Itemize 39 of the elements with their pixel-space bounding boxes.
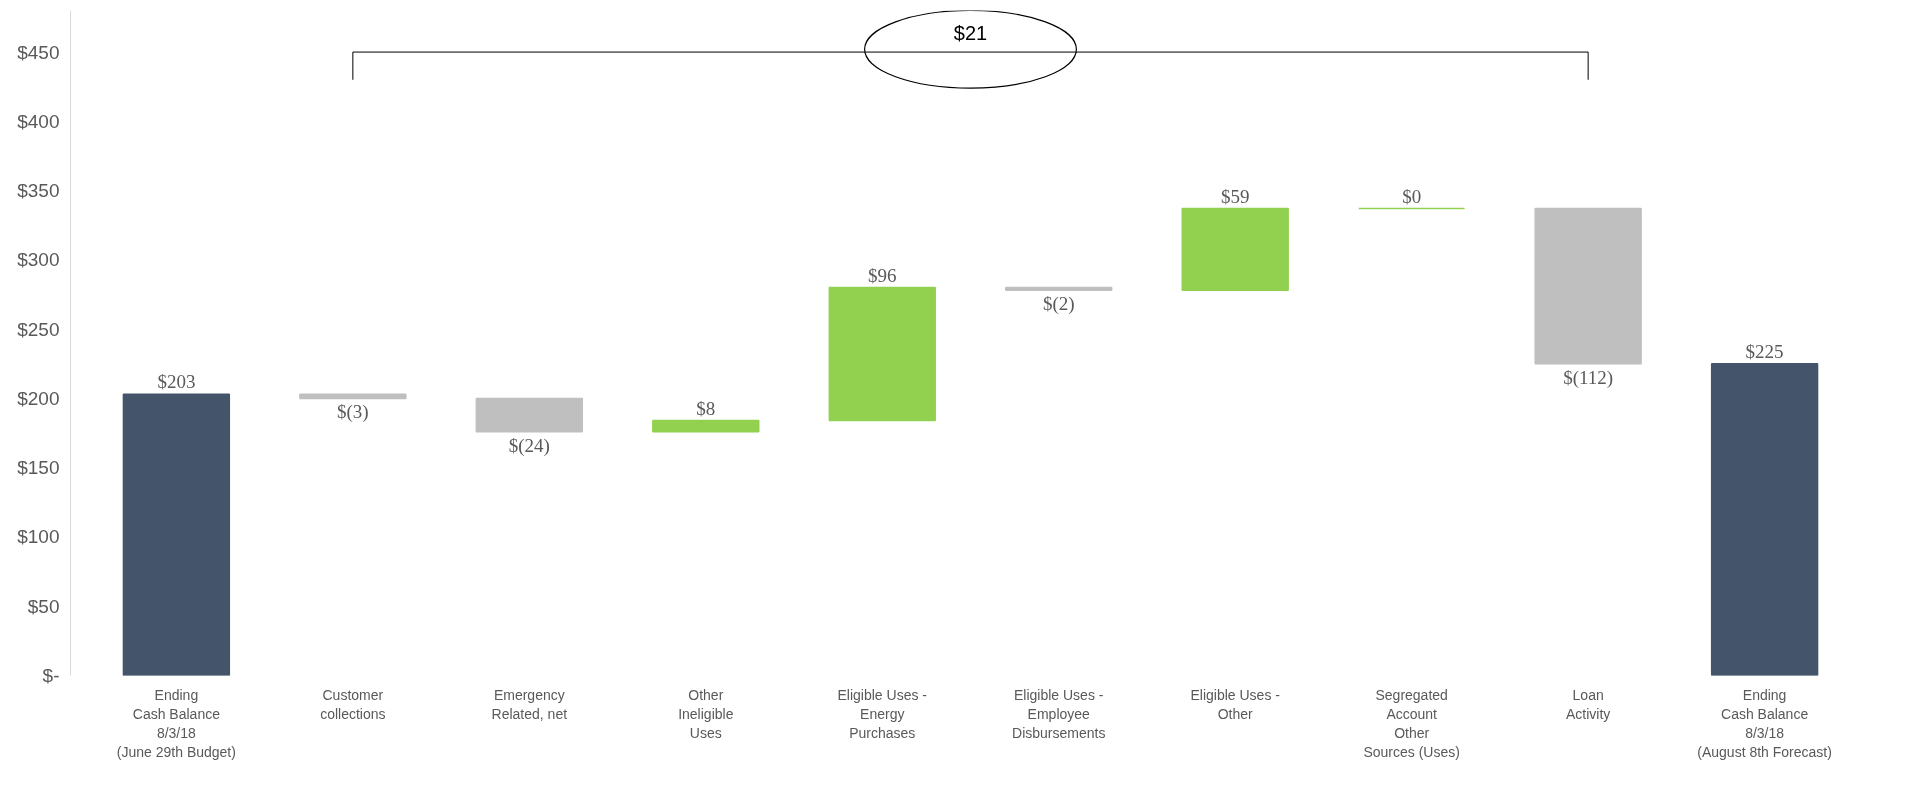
x-tick-label: Ending Cash Balance 8/3/18 (August 8th Forecast) xyxy=(1697,686,1832,761)
data-label: $8 xyxy=(696,397,716,419)
x-tick-label: Loan Activity xyxy=(1565,686,1611,722)
y-tick-label: $100 xyxy=(17,526,60,548)
x-tick-label: Other Ineligible Uses xyxy=(678,686,734,741)
y-tick-label: $250 xyxy=(17,318,60,340)
bar xyxy=(652,419,760,433)
y-tick-label: $50 xyxy=(27,595,60,617)
y-tick-label: $350 xyxy=(17,180,60,202)
data-label: $(112) xyxy=(1563,366,1614,389)
bar xyxy=(122,393,231,676)
y-tick-label: $400 xyxy=(17,110,60,132)
bar xyxy=(1710,363,1819,676)
data-label: $(3) xyxy=(337,401,369,424)
y-tick-label: $- xyxy=(42,665,60,686)
y-tick-label: $150 xyxy=(17,457,60,479)
annotation: $21 xyxy=(953,21,988,44)
x-tick-label: Eligible Uses - Energy Purchases xyxy=(837,686,928,741)
data-label: $0 xyxy=(1402,185,1422,207)
y-tick-label: $450 xyxy=(17,41,60,63)
x-tick-label: Customer collections xyxy=(320,686,386,722)
data-label: $(2) xyxy=(1042,293,1075,316)
x-tick-label: Segregated Account Other Sources (Uses) xyxy=(1363,686,1460,761)
bar xyxy=(1005,286,1113,292)
y-tick-label: $200 xyxy=(17,387,60,409)
data-label: $(24) xyxy=(508,434,550,457)
bar xyxy=(475,397,584,433)
data-label: $59 xyxy=(1220,185,1250,207)
x-tick-label: Eligible Uses - Employee Disbursements xyxy=(1012,686,1106,741)
x-tick-label: Eligible Uses - Other xyxy=(1190,686,1281,722)
bar xyxy=(1181,207,1289,292)
x-tick-label: Ending Cash Balance 8/3/18 (June 29th Budget) xyxy=(116,686,236,761)
data-label: $225 xyxy=(1745,340,1784,362)
bar xyxy=(828,286,936,422)
data-label: $203 xyxy=(157,371,196,393)
data-label: $96 xyxy=(868,264,897,286)
bar xyxy=(1534,207,1642,365)
y-tick-label: $300 xyxy=(17,249,60,271)
x-tick-label: Emergency Related, net xyxy=(491,686,568,722)
